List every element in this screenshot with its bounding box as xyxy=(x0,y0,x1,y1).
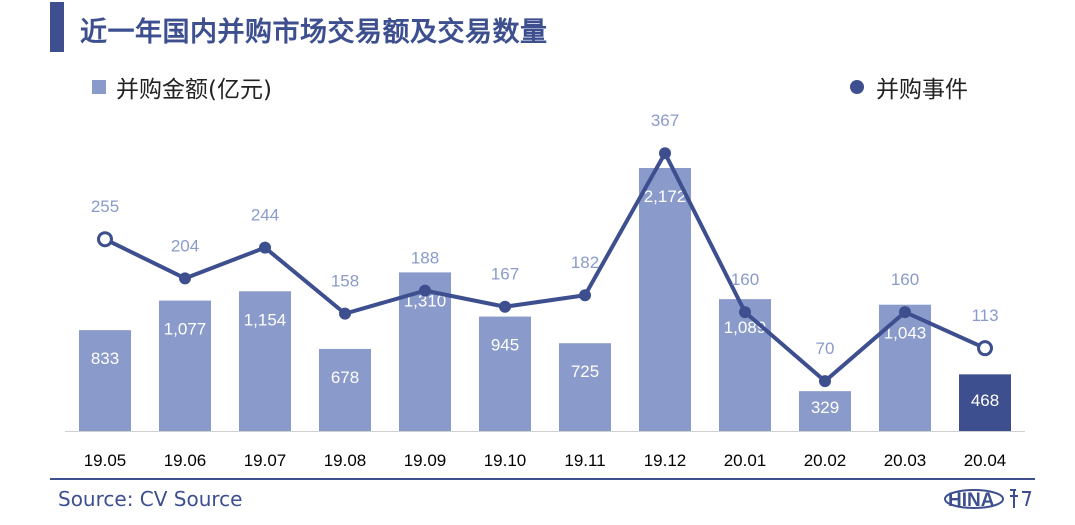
bar-value-label: 833 xyxy=(91,349,119,368)
line-point xyxy=(659,147,671,160)
line-point xyxy=(179,272,191,285)
bar xyxy=(799,391,851,431)
legend-bar-swatch xyxy=(92,80,106,94)
bar-value-label: 1,043 xyxy=(884,324,927,343)
logo-text: HINA xyxy=(948,490,995,511)
x-tick-label: 19.10 xyxy=(484,451,527,470)
bar xyxy=(79,330,131,431)
x-tick-label: 19.11 xyxy=(564,451,605,470)
bar-value-label: 1,077 xyxy=(164,320,207,339)
legend-bar: 并购金额(亿元) xyxy=(92,70,272,104)
x-tick-label: 19.05 xyxy=(84,451,127,470)
x-tick-label: 19.12 xyxy=(644,451,687,470)
x-tick-label: 20.03 xyxy=(884,451,927,470)
line-point xyxy=(419,284,431,297)
line-point xyxy=(899,306,911,319)
line-value-label: 70 xyxy=(816,339,835,358)
legend-line-swatch xyxy=(850,80,864,94)
line-point xyxy=(819,375,831,388)
line-value-label: 255 xyxy=(91,197,119,216)
source-divider xyxy=(50,478,1035,480)
line-point xyxy=(739,306,751,319)
legend-line-label: 并购事件 xyxy=(876,77,968,103)
x-tick-label: 20.01 xyxy=(724,451,767,470)
bar-value-label: 1,310 xyxy=(404,291,447,310)
bar-value-label: 468 xyxy=(971,391,999,410)
title-accent-bar xyxy=(50,2,64,52)
bar xyxy=(319,348,371,431)
line-point xyxy=(977,340,993,357)
line-value-label: 160 xyxy=(731,270,759,289)
series-line xyxy=(104,151,986,384)
bar-value-label: 2,172 xyxy=(644,187,687,206)
x-tick-label: 19.07 xyxy=(244,451,287,470)
bar xyxy=(479,316,531,431)
line-value-label: 244 xyxy=(251,206,279,225)
line-point xyxy=(579,289,591,302)
bar-value-label: 1,089 xyxy=(724,318,767,337)
bar xyxy=(959,374,1011,431)
line-point xyxy=(499,300,511,313)
bar xyxy=(399,272,451,431)
chart-title: 近一年国内并购市场交易额及交易数量 xyxy=(80,17,548,48)
line-point xyxy=(339,307,351,320)
line-value-label: 204 xyxy=(171,236,199,255)
bar xyxy=(159,300,211,431)
line-point xyxy=(259,241,271,254)
bar xyxy=(639,168,691,431)
line-value-label: 160 xyxy=(891,270,919,289)
x-tick-label: 20.02 xyxy=(804,451,847,470)
bar-value-label: 945 xyxy=(491,336,519,355)
legend-line: 并购事件 xyxy=(850,70,968,104)
x-tick-label: 19.09 xyxy=(404,451,447,470)
line-value-label: 158 xyxy=(331,272,359,291)
line-point xyxy=(97,231,113,248)
x-tick-label: 20.04 xyxy=(964,451,1007,470)
bar xyxy=(559,343,611,431)
bar xyxy=(719,299,771,431)
x-tick-label: 19.06 xyxy=(164,451,207,470)
line-value-label: 167 xyxy=(491,265,519,284)
bar-value-label: 725 xyxy=(571,362,599,381)
bar-value-label: 329 xyxy=(811,398,839,417)
line-value-label: 113 xyxy=(971,306,998,325)
line-value-label: 188 xyxy=(411,249,439,268)
source-note: Source: CV Source xyxy=(58,487,243,511)
line-value-label: 367 xyxy=(651,111,679,130)
bar-value-label: 1,154 xyxy=(244,310,287,329)
line-value-label: 182 xyxy=(571,253,599,272)
legend-bar-label: 并购金额(亿元) xyxy=(116,77,272,103)
bar xyxy=(239,291,291,431)
china-logo: HINA xyxy=(944,489,1032,511)
x-tick-label: 19.08 xyxy=(324,451,367,470)
bar-value-label: 678 xyxy=(331,368,359,387)
